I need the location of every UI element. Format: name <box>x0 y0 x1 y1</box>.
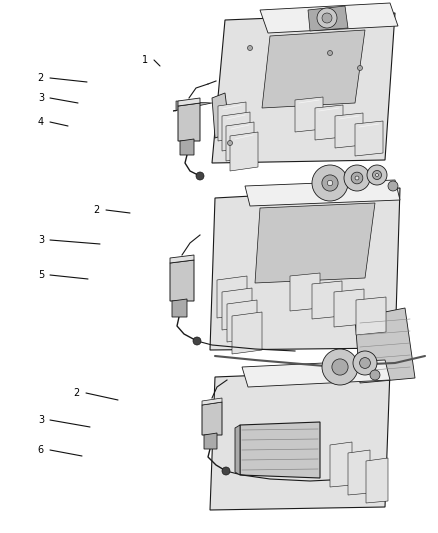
Polygon shape <box>366 458 388 503</box>
Circle shape <box>332 359 348 375</box>
Polygon shape <box>202 402 222 435</box>
Polygon shape <box>262 30 365 108</box>
Circle shape <box>247 45 252 51</box>
Polygon shape <box>178 98 200 106</box>
Polygon shape <box>202 398 222 405</box>
Polygon shape <box>308 6 348 31</box>
Polygon shape <box>355 121 383 156</box>
Polygon shape <box>295 97 323 132</box>
Text: 4: 4 <box>38 117 44 127</box>
Text: 3: 3 <box>38 93 44 103</box>
Polygon shape <box>260 3 398 33</box>
Circle shape <box>355 176 359 180</box>
Circle shape <box>328 51 332 55</box>
Polygon shape <box>170 260 194 301</box>
Polygon shape <box>222 288 252 330</box>
Text: 2: 2 <box>74 388 80 398</box>
Circle shape <box>193 337 201 345</box>
Circle shape <box>322 349 358 385</box>
Circle shape <box>388 181 398 191</box>
Circle shape <box>372 171 381 180</box>
Polygon shape <box>355 308 415 383</box>
Polygon shape <box>245 180 400 206</box>
Polygon shape <box>230 132 258 171</box>
Circle shape <box>222 467 230 475</box>
Polygon shape <box>210 370 390 510</box>
Circle shape <box>327 180 333 185</box>
Polygon shape <box>242 360 390 387</box>
Polygon shape <box>172 299 187 317</box>
Circle shape <box>227 141 233 146</box>
Circle shape <box>360 358 371 368</box>
Polygon shape <box>334 289 364 327</box>
Text: 3: 3 <box>38 415 44 425</box>
Polygon shape <box>232 312 262 354</box>
Polygon shape <box>235 425 240 475</box>
Polygon shape <box>330 442 352 487</box>
Polygon shape <box>227 300 257 342</box>
Polygon shape <box>348 450 370 495</box>
Text: 2: 2 <box>94 205 100 215</box>
Polygon shape <box>178 103 200 141</box>
Polygon shape <box>170 255 194 263</box>
Polygon shape <box>312 281 342 319</box>
Circle shape <box>312 165 348 201</box>
Polygon shape <box>210 188 400 350</box>
Text: 2: 2 <box>38 73 44 83</box>
Circle shape <box>344 165 370 191</box>
Polygon shape <box>335 113 363 148</box>
Circle shape <box>351 172 363 184</box>
Polygon shape <box>173 101 212 111</box>
Circle shape <box>370 370 380 380</box>
Circle shape <box>375 174 378 176</box>
Polygon shape <box>217 276 247 318</box>
Text: 5: 5 <box>38 270 44 280</box>
Circle shape <box>322 13 332 23</box>
Circle shape <box>317 8 337 28</box>
Polygon shape <box>218 102 246 141</box>
Polygon shape <box>255 203 375 283</box>
Polygon shape <box>315 105 343 140</box>
Polygon shape <box>240 422 320 478</box>
Text: 3: 3 <box>38 235 44 245</box>
Polygon shape <box>180 139 194 155</box>
Circle shape <box>357 66 363 70</box>
Polygon shape <box>222 112 250 151</box>
Polygon shape <box>204 433 217 449</box>
Polygon shape <box>212 13 395 163</box>
Polygon shape <box>212 93 230 138</box>
Circle shape <box>196 172 204 180</box>
Text: 1: 1 <box>142 55 148 65</box>
Circle shape <box>353 351 377 375</box>
Circle shape <box>322 175 338 191</box>
Polygon shape <box>356 297 386 335</box>
Circle shape <box>367 165 387 185</box>
Polygon shape <box>226 122 254 161</box>
Polygon shape <box>290 273 320 311</box>
Text: 6: 6 <box>38 445 44 455</box>
